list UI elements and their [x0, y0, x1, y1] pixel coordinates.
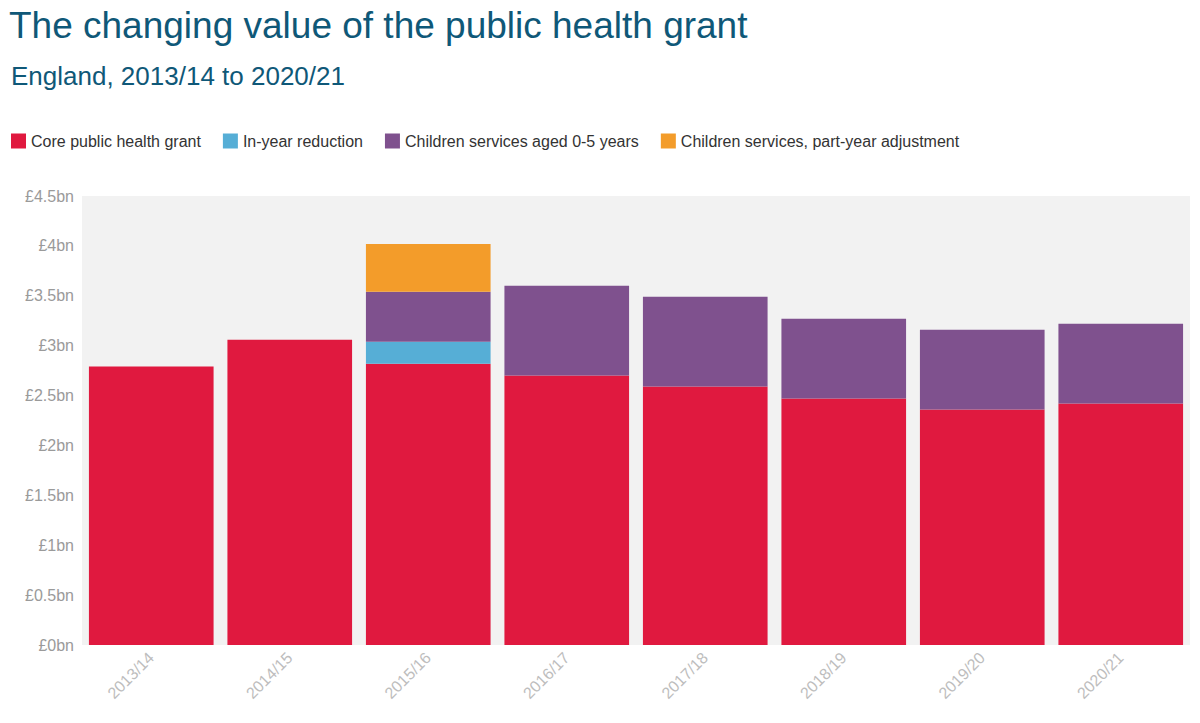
- svg-text:£0.5bn: £0.5bn: [25, 587, 74, 604]
- svg-text:2016/17: 2016/17: [520, 649, 573, 702]
- svg-text:2013/14: 2013/14: [104, 649, 157, 702]
- svg-text:2017/18: 2017/18: [658, 649, 711, 702]
- svg-text:Children services, part-year a: Children services, part-year adjustment: [681, 133, 960, 150]
- svg-text:2018/19: 2018/19: [797, 649, 850, 702]
- svg-text:Core public health grant: Core public health grant: [31, 133, 201, 150]
- svg-text:£0bn: £0bn: [38, 637, 74, 654]
- svg-text:£3bn: £3bn: [38, 337, 74, 354]
- svg-text:£2.5bn: £2.5bn: [25, 387, 74, 404]
- svg-text:£1bn: £1bn: [38, 537, 74, 554]
- svg-text:£1.5bn: £1.5bn: [25, 487, 74, 504]
- svg-text:£2bn: £2bn: [38, 437, 74, 454]
- svg-text:2020/21: 2020/21: [1074, 649, 1127, 702]
- svg-text:£4bn: £4bn: [38, 237, 74, 254]
- svg-text:England, 2013/14 to 2020/21: England, 2013/14 to 2020/21: [11, 61, 345, 91]
- svg-text:2015/16: 2015/16: [381, 649, 434, 702]
- svg-text:£3.5bn: £3.5bn: [25, 287, 74, 304]
- svg-text:2019/20: 2019/20: [935, 649, 988, 702]
- svg-text:The changing value of the publ: The changing value of the public health …: [9, 5, 748, 46]
- svg-text:In-year reduction: In-year reduction: [243, 133, 363, 150]
- svg-text:£4.5bn: £4.5bn: [25, 188, 74, 205]
- svg-text:2014/15: 2014/15: [243, 649, 296, 702]
- svg-text:Children services aged 0-5 yea: Children services aged 0-5 years: [405, 133, 639, 150]
